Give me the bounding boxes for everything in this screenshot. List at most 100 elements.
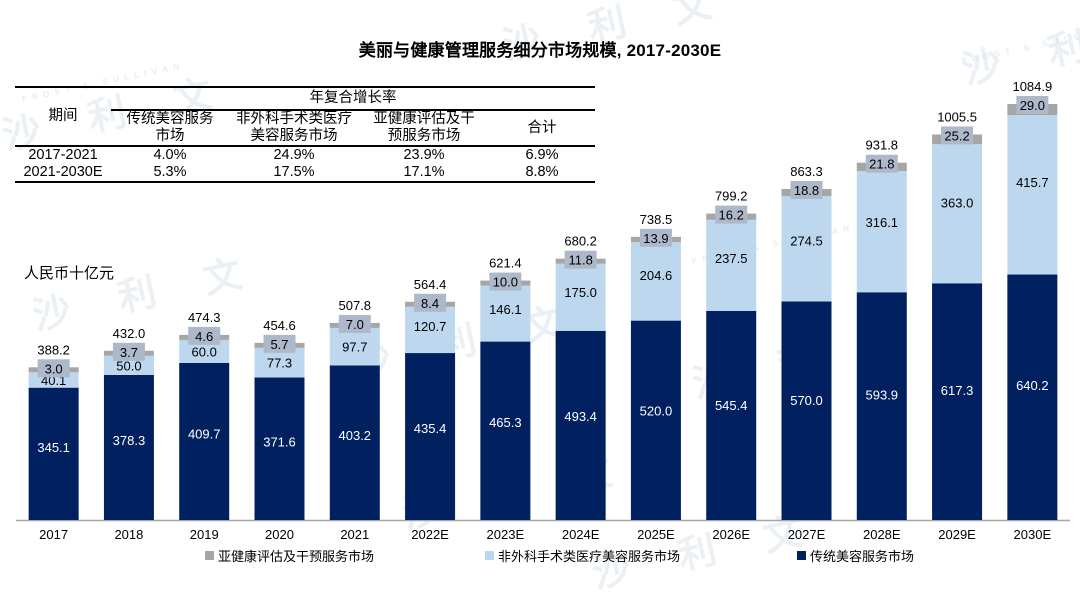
bar-segment-traditional [28, 387, 79, 520]
x-tick-label: 2030E [1014, 527, 1052, 542]
bar-segment-traditional [254, 377, 305, 520]
cagr-cell: 8.8% [525, 164, 559, 180]
cagr-cell: 5.3% [153, 164, 187, 180]
data-label-non-surgical: 120.7 [414, 319, 447, 334]
x-tick-label: 2023E [487, 527, 525, 542]
data-label-sub-health: 3.7 [120, 345, 138, 360]
data-label-traditional: 640.2 [1016, 378, 1049, 393]
data-label-box [941, 126, 974, 145]
bar-segment-non-surgical [480, 285, 531, 342]
bar-segment-non-surgical [781, 196, 832, 302]
data-label-non-surgical: 204.6 [640, 268, 673, 283]
data-label-total: 931.8 [866, 138, 899, 153]
column-header: 非外科手术类医疗 美容服务市场 [236, 111, 352, 144]
x-tick-label: 2022E [411, 527, 449, 542]
x-tick-label: 2017 [39, 527, 68, 542]
data-label-total: 738.5 [640, 212, 673, 227]
cagr-cell: 24.9% [273, 147, 315, 163]
data-label-traditional: 403.2 [339, 428, 372, 443]
data-label-sub-health: 25.2 [944, 128, 969, 143]
data-label-box [865, 154, 898, 173]
unit-label: 人民币十亿元 [24, 265, 115, 282]
bar-segment-traditional [1007, 274, 1058, 520]
legend-swatch [797, 551, 806, 560]
period-cell: 2017-2021 [28, 147, 98, 163]
bar-segment-traditional [103, 374, 154, 520]
data-label-total: 863.3 [790, 164, 823, 179]
data-label-sub-health: 13.9 [643, 231, 668, 246]
data-label-sub-health: 16.2 [719, 208, 744, 223]
legend-item-traditional: 传统美容服务市场 [797, 546, 914, 565]
bar-segment-non-surgical [329, 327, 380, 366]
x-tick-label: 2020 [265, 527, 294, 542]
data-label-traditional: 409.7 [188, 427, 221, 442]
data-label-box [489, 272, 522, 291]
legend-label: 非外科手术类医疗美容服务市场 [498, 549, 681, 564]
cagr-cell: 4.0% [153, 147, 187, 163]
legend-item-non-surgical: 非外科手术类医疗美容服务市场 [485, 546, 680, 565]
data-label-non-surgical: 363.0 [941, 196, 974, 211]
data-label-sub-health: 11.8 [568, 253, 592, 268]
bar-segment-traditional [405, 353, 456, 520]
data-label-total: 1084.9 [1012, 79, 1052, 94]
data-label-traditional: 520.0 [640, 403, 673, 418]
cagr-table: 期间 年复合增长率 传统美容服务 市场 非外科手术类医疗 美容服务市场 亚健康评估及… [15, 86, 595, 183]
data-label-non-surgical: 60.0 [192, 344, 217, 359]
data-label-non-surgical: 415.7 [1016, 175, 1049, 190]
data-label-total: 454.6 [263, 318, 296, 333]
data-label-box [715, 205, 748, 224]
x-tick-label: 2026E [712, 527, 750, 542]
data-label-total: 621.4 [489, 256, 522, 271]
data-label-box [564, 250, 597, 269]
data-label-sub-health: 7.0 [346, 317, 364, 332]
data-label-traditional: 435.4 [414, 421, 447, 436]
data-label-total: 388.2 [37, 342, 70, 357]
data-label-traditional: 570.0 [790, 393, 823, 408]
period-header: 期间 [48, 108, 78, 124]
data-label-box [37, 359, 70, 378]
cagr-cell: 23.9% [403, 147, 445, 163]
data-label-non-surgical: 316.1 [866, 215, 899, 230]
data-label-traditional: 493.4 [564, 409, 597, 424]
x-tick-label: 2024E [562, 527, 600, 542]
bar-segment-traditional [781, 301, 832, 520]
data-label-traditional: 345.1 [37, 440, 70, 455]
x-tick-label: 2027E [788, 527, 826, 542]
bar-segment-traditional [179, 362, 230, 520]
data-label-box [188, 326, 221, 345]
data-label-total: 432.0 [113, 326, 146, 341]
cagr-cell: 17.5% [273, 164, 315, 180]
data-label-traditional: 593.9 [866, 388, 899, 403]
x-tick-label: 2019 [190, 527, 219, 542]
column-header: 亚健康评估及干 预服务市场 [373, 111, 475, 144]
data-label-sub-health: 29.0 [1020, 98, 1045, 113]
data-label-total: 680.2 [564, 234, 597, 249]
table-row: 2017-2021 4.0% 24.9% 23.9% 6.9% [15, 146, 595, 164]
bar-segment-traditional [856, 292, 907, 520]
data-label-sub-health: 8.4 [421, 296, 439, 311]
column-header: 传统美容服务 市场 [126, 111, 214, 144]
data-label-sub-health: 3.0 [45, 361, 63, 376]
bar-segment-traditional [555, 330, 606, 520]
bar-segment-non-surgical [856, 171, 907, 293]
data-label-traditional: 617.3 [941, 383, 974, 398]
data-label-non-surgical: 237.5 [715, 251, 748, 266]
cagr-cell: 6.9% [525, 147, 559, 163]
data-label-sub-health: 21.8 [869, 157, 894, 172]
x-tick-label: 2018 [114, 527, 143, 542]
period-cell: 2021-2030E [23, 164, 103, 180]
bar-segment-non-surgical [932, 144, 983, 284]
bar-segment-traditional [706, 310, 757, 520]
chart-title: 美丽与健康管理服务细分市场规模, 2017-2030E [358, 41, 722, 60]
data-label-total: 799.2 [715, 189, 748, 204]
data-label-box [112, 342, 145, 361]
legend-swatch [205, 551, 214, 560]
legend-swatch [485, 551, 494, 560]
data-label-non-surgical: 146.1 [489, 302, 522, 317]
data-label-non-surgical: 77.3 [267, 356, 292, 371]
cagr-cell: 17.1% [403, 164, 445, 180]
bar-segment-non-surgical [179, 339, 230, 363]
bar-segment-non-surgical [630, 242, 681, 321]
bar-segment-non-surgical [405, 306, 456, 354]
bar-segment-traditional [329, 365, 380, 520]
